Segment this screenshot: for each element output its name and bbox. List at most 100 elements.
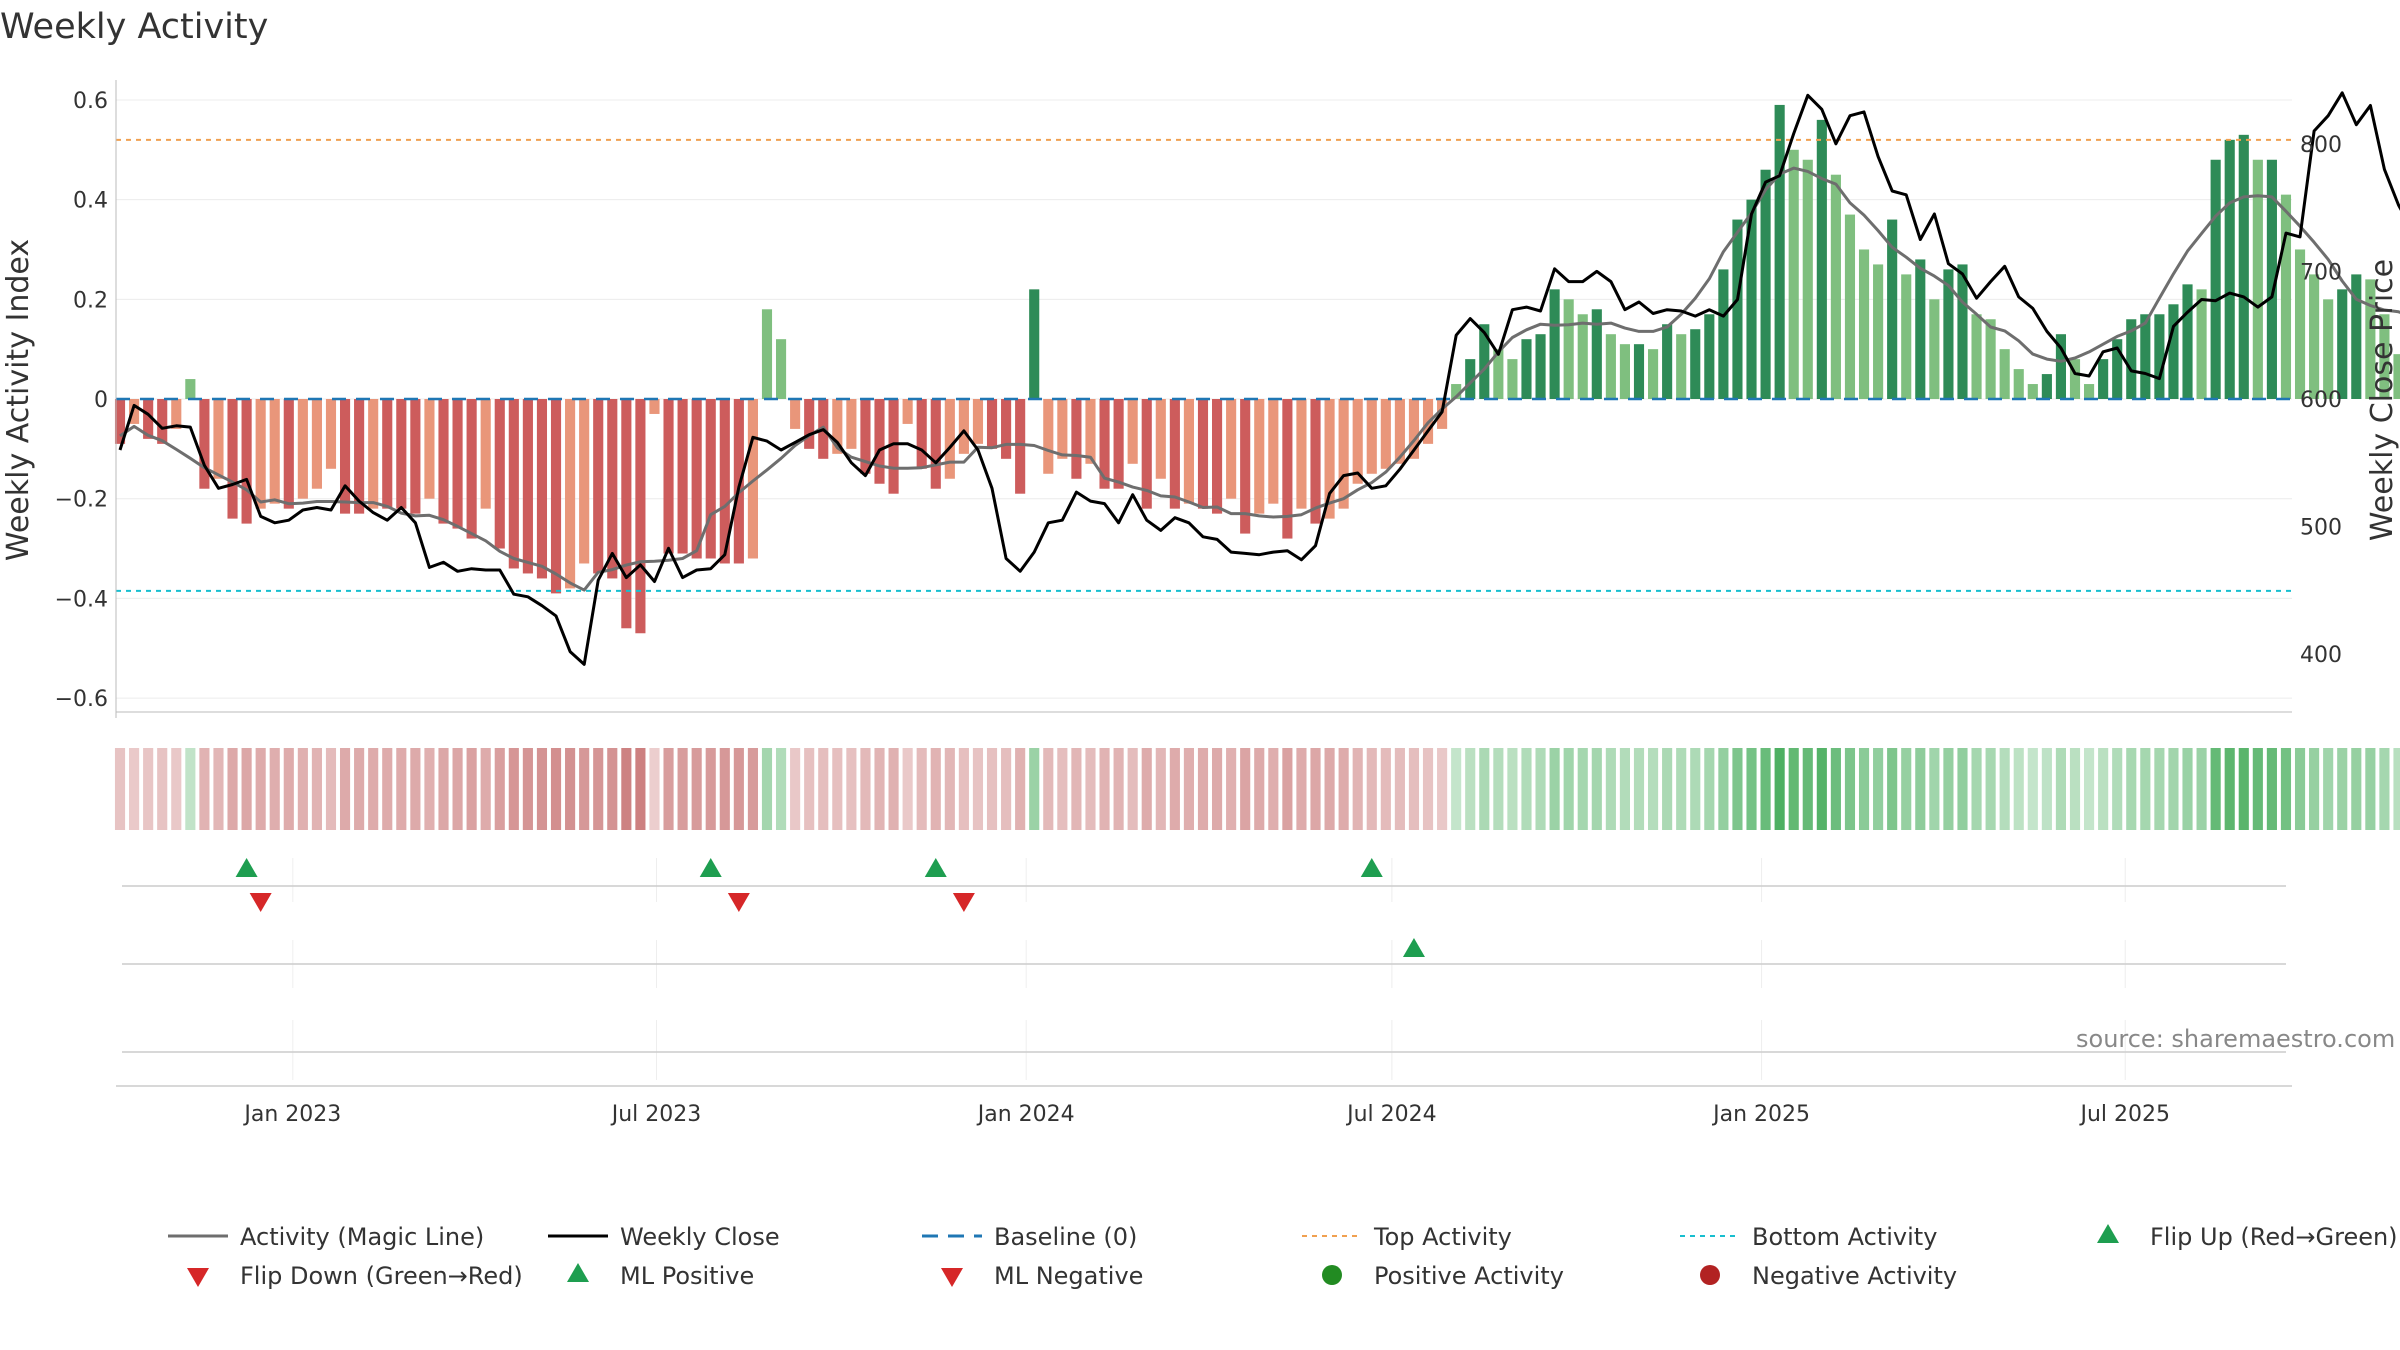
legend-item-weekly-close: Weekly Close — [548, 1223, 780, 1251]
heat-strip-cell — [677, 748, 688, 830]
activity-bar — [129, 399, 140, 424]
legend-label: ML Positive — [620, 1262, 754, 1290]
activity-bar — [550, 399, 562, 594]
activity-bar — [1380, 399, 1391, 469]
activity-bar — [1957, 264, 1968, 399]
activity-bar — [452, 399, 463, 529]
ml-negative-marker — [952, 893, 975, 912]
activity-bar — [1999, 349, 2010, 399]
activity-bar — [2238, 134, 2249, 399]
heat-strip-cell — [1437, 748, 1448, 830]
activity-bar — [2323, 299, 2334, 399]
ml-positive-marker — [1360, 858, 1383, 877]
heat-strip-cell — [1155, 748, 1166, 830]
activity-bar — [1282, 399, 1293, 539]
activity-bar — [874, 399, 885, 484]
activity-bar — [1704, 314, 1715, 399]
heat-strip-cell — [1563, 748, 1574, 830]
activity-bar — [536, 399, 548, 579]
legend-label: Negative Activity — [1752, 1262, 1957, 1290]
activity-bar — [1338, 399, 1349, 509]
heat-strip-cell — [1282, 748, 1293, 830]
activity-bar — [1240, 399, 1251, 534]
y2-tick-label: 800 — [2300, 133, 2342, 158]
heat-strip-cell — [790, 748, 801, 830]
heat-strip-cell — [1057, 748, 1068, 830]
activity-bar — [494, 399, 505, 549]
heat-strip-cell — [1999, 748, 2010, 830]
heat-strip-cell — [579, 748, 590, 830]
heat-strip-cell — [635, 748, 646, 830]
heat-strip-cell — [1254, 748, 1265, 830]
activity-heat-strip — [114, 748, 2400, 830]
activity-bar — [171, 399, 182, 429]
activity-bar — [1015, 399, 1026, 494]
activity-bar — [1029, 289, 1040, 399]
activity-bar — [1394, 399, 1405, 464]
weekly-close-series — [118, 91, 2400, 666]
heat-strip-cell — [1394, 748, 1405, 830]
activity-bar — [1605, 334, 1616, 399]
legend-swatch — [1700, 1265, 1720, 1285]
heat-strip-cell — [663, 748, 674, 830]
heat-strip-cell — [1633, 748, 1645, 830]
heat-strip-cell — [1324, 748, 1335, 830]
activity-bar — [1774, 104, 1785, 399]
legend: Activity (Magic Line) Weekly Close Baselin… — [168, 1223, 2398, 1290]
activity-bar — [438, 399, 449, 524]
heat-strip-cell — [354, 748, 365, 830]
heat-strip-cell — [1296, 748, 1307, 830]
legend-item-ml-positive: ML Positive — [567, 1262, 754, 1290]
heat-strip-cell — [2252, 748, 2263, 830]
y-tick-label: −0.6 — [55, 687, 108, 712]
heat-strip-cell — [874, 748, 885, 830]
heat-strip-cell — [1788, 748, 1799, 830]
activity-bar — [185, 379, 196, 399]
heat-strip-cell — [1676, 748, 1687, 830]
activity-bar — [1479, 324, 1490, 399]
heat-strip-cell — [621, 748, 632, 830]
activity-bar — [2084, 384, 2095, 399]
legend-item-ml-negative: ML Negative — [941, 1262, 1143, 1290]
heat-strip-cell — [1619, 748, 1630, 830]
heat-strip-cell — [930, 748, 941, 830]
activity-bar — [2266, 159, 2277, 399]
activity-bar — [2210, 159, 2221, 399]
heat-strip-cell — [1690, 748, 1701, 830]
heat-strip-cell — [747, 748, 758, 830]
activity-bar — [255, 399, 266, 509]
heat-strip-cell — [339, 748, 351, 830]
activity-bar — [832, 399, 843, 454]
heat-strip-cell — [2309, 748, 2320, 830]
activity-bar — [325, 399, 337, 469]
y2-tick-label: 600 — [2300, 388, 2342, 413]
x-tick-label: Jan 2023 — [242, 1102, 341, 1127]
activity-bar — [1310, 399, 1321, 524]
y-tick-label: 0.2 — [73, 288, 108, 313]
heat-strip-cell — [1085, 748, 1096, 830]
heat-strip-cell — [1113, 748, 1124, 830]
heat-strip-cell — [1211, 748, 1223, 830]
heat-strip-cell — [1887, 748, 1898, 830]
activity-bar — [311, 399, 322, 489]
heat-strip-cell — [2140, 748, 2151, 830]
activity-bar — [930, 399, 941, 489]
activity-bar — [1057, 399, 1068, 459]
activity-bar — [1211, 399, 1223, 514]
y-tick-label: 0.6 — [73, 89, 108, 114]
heat-strip-cell — [1802, 748, 1813, 830]
activity-bar — [775, 339, 787, 399]
heat-strip-cell — [804, 748, 815, 830]
activity-bar — [1507, 359, 1518, 399]
y2-tick-label: 500 — [2300, 516, 2342, 541]
activity-bar — [846, 399, 857, 449]
heat-strip-cell — [705, 748, 716, 830]
magic-line-series — [119, 166, 2400, 592]
activity-bar — [579, 399, 590, 564]
heat-strip-cell — [2098, 748, 2109, 830]
heat-strip-cell — [1760, 748, 1771, 830]
activity-bar — [733, 399, 744, 564]
activity-bar — [2224, 139, 2235, 399]
reference-lines — [116, 138, 2292, 592]
heat-strip-cell — [888, 748, 899, 830]
